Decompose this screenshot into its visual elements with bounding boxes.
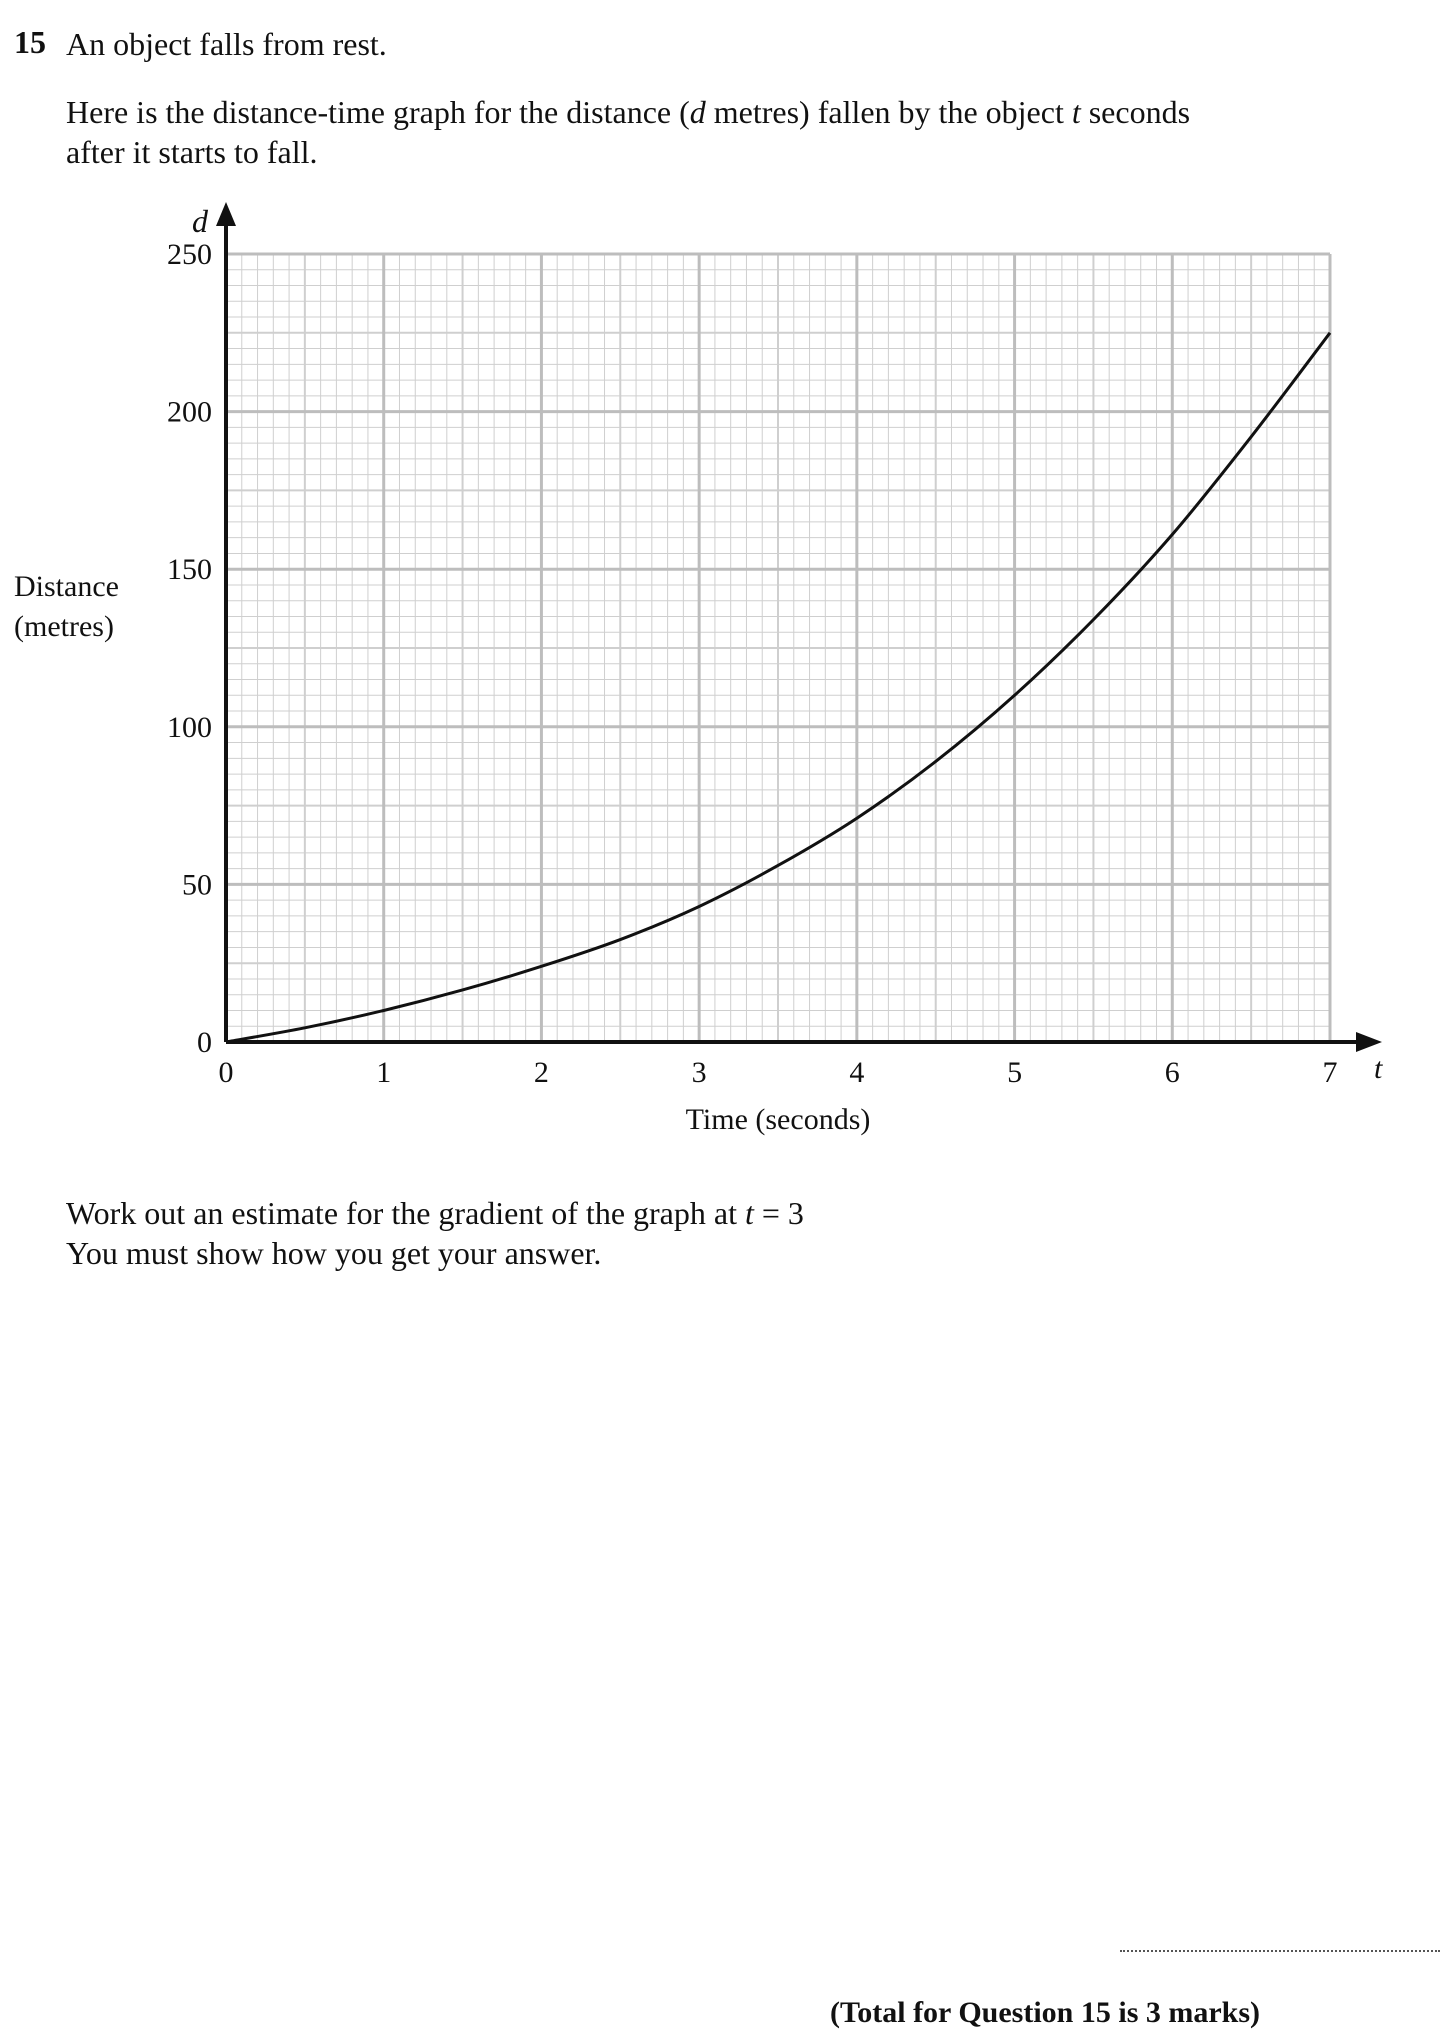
desc-text-c: seconds	[1080, 94, 1191, 130]
grid-minor	[226, 254, 1330, 1042]
task-line-1: Work out an estimate for the gradient of…	[66, 1193, 804, 1233]
task-var-t: t	[744, 1195, 754, 1231]
x-axis-arrow	[1356, 1032, 1382, 1052]
x-tick-label: 5	[1007, 1056, 1022, 1089]
desc-var-d: d	[689, 94, 706, 130]
y-tick-label: 150	[167, 553, 212, 586]
task-line-2: You must show how you get your answer.	[66, 1235, 602, 1271]
y-axis-label-line-1: Distance	[14, 570, 119, 603]
y-axis-arrow	[216, 202, 236, 226]
desc-text-a: Here is the distance-time graph for the …	[66, 94, 690, 130]
y-tick-label: 250	[167, 238, 212, 271]
desc-text-b: metres) fallen by the object	[705, 94, 1072, 130]
y-tick-label: 50	[182, 868, 212, 901]
x-tick-label: 3	[692, 1056, 707, 1089]
distance-time-curve	[225, 331, 1332, 1044]
x-tick-label: 6	[1165, 1056, 1180, 1089]
x-axis-symbol: t	[1374, 1052, 1383, 1085]
x-tick-label: 7	[1323, 1056, 1338, 1089]
y-axis-label-line-2: (metres)	[14, 610, 114, 643]
desc-var-t: t	[1071, 94, 1081, 130]
y-tick-label: 0	[197, 1026, 212, 1059]
y-axis-symbol: d	[192, 203, 209, 239]
x-tick-label: 0	[219, 1056, 234, 1089]
y-tick-label: 100	[167, 711, 212, 744]
tick-labels: 0 1 2 3 4 5 6 7 0 50 100 150 200 250	[167, 238, 1338, 1089]
curve-layer	[225, 331, 1332, 1044]
x-axis-label: Time (seconds)	[685, 1103, 871, 1136]
x-tick-label: 1	[376, 1056, 391, 1089]
total-marks: (Total for Question 15 is 3 marks)	[830, 1996, 1261, 2029]
y-tick-label: 200	[167, 396, 212, 429]
axes: td	[192, 202, 1383, 1085]
x-tick-label: 4	[849, 1056, 864, 1089]
answer-line[interactable]	[1120, 1950, 1440, 1952]
question-description-line-2: after it starts to fall.	[66, 134, 318, 170]
x-tick-label: 2	[534, 1056, 549, 1089]
task-text-a: Work out an estimate for the gradient of…	[66, 1195, 745, 1231]
question-intro: An object falls from rest.	[66, 26, 387, 62]
question-number: 15	[14, 24, 46, 60]
task-text-b: = 3	[753, 1195, 804, 1231]
question-description-line-1: Here is the distance-time graph for the …	[66, 92, 1190, 132]
